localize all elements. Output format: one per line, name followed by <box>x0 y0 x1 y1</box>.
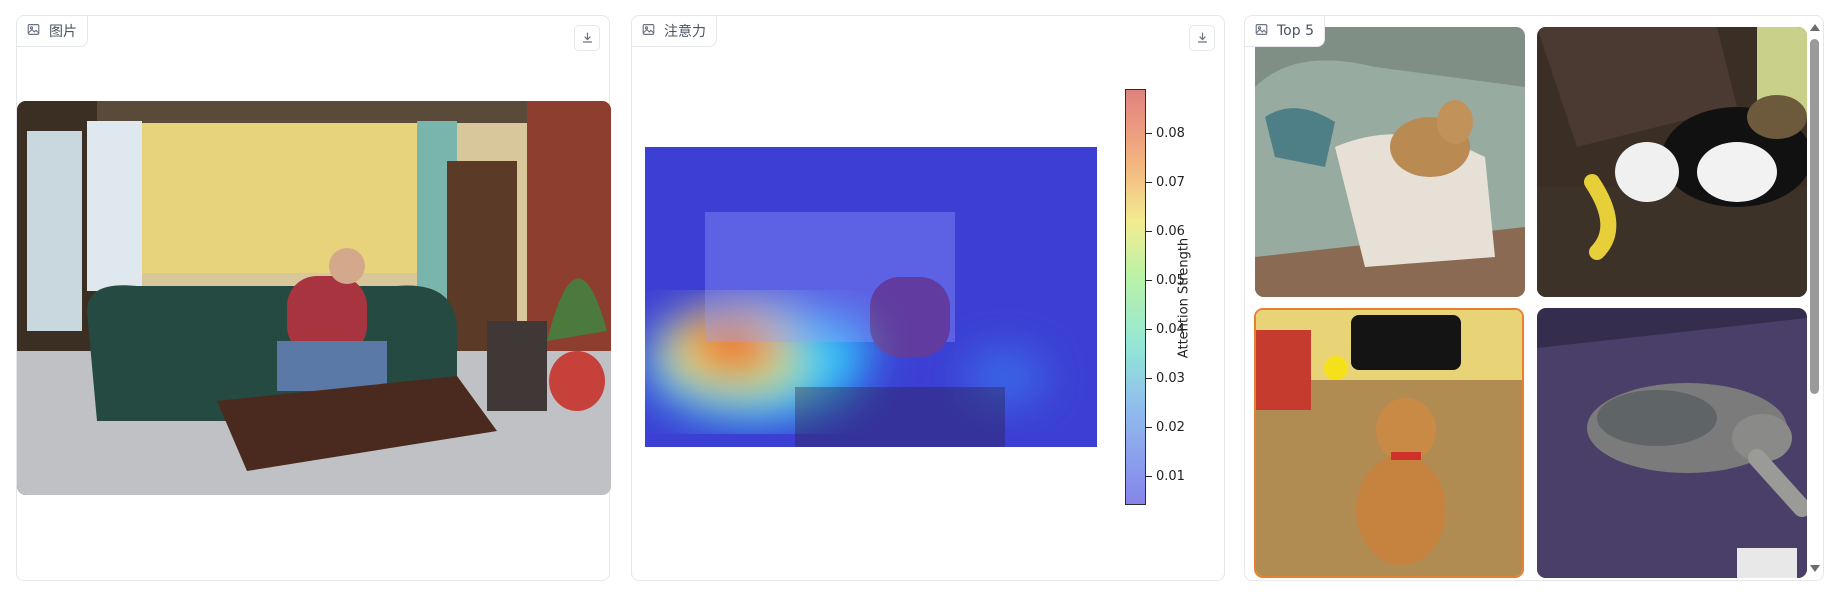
attention-panel-label: 注意力 <box>632 16 717 47</box>
colorbar-axis-label: Attention Strength <box>1176 237 1192 359</box>
download-button[interactable] <box>1189 25 1215 51</box>
image-icon <box>642 23 655 40</box>
gallery-scrollbar[interactable] <box>1806 16 1823 580</box>
attention-colorbar <box>1125 89 1146 505</box>
top5-gallery-panel: Top 5 <box>1244 15 1824 581</box>
top5-panel-label: Top 5 <box>1245 16 1325 47</box>
image-icon <box>27 23 40 40</box>
scroll-up-icon[interactable] <box>1810 24 1820 31</box>
attention-heatmap <box>645 147 1097 447</box>
scroll-down-icon[interactable] <box>1810 565 1820 572</box>
image-icon <box>1255 23 1268 40</box>
colorbar-tick-label: 0.04 <box>1156 322 1185 337</box>
download-icon <box>581 29 594 48</box>
colorbar-tick <box>1146 476 1152 477</box>
living-room-photo <box>17 101 611 495</box>
colorbar-tick-label: 0.05 <box>1156 273 1185 288</box>
colorbar-tick-label: 0.03 <box>1156 371 1185 386</box>
colorbar-tick-label: 0.02 <box>1156 420 1185 435</box>
colorbar-tick <box>1146 231 1152 232</box>
colorbar-tick <box>1146 329 1152 330</box>
colorbar-tick <box>1146 182 1152 183</box>
colorbar-tick <box>1146 427 1152 428</box>
colorbar-tick <box>1146 378 1152 379</box>
colorbar-tick-label: 0.07 <box>1156 175 1185 190</box>
colorbar-tick-label: 0.08 <box>1156 126 1185 141</box>
image-panel-label: 图片 <box>17 16 88 47</box>
colorbar-tick-label: 0.06 <box>1156 224 1185 239</box>
gallery-thumbnail-1[interactable] <box>1255 27 1525 297</box>
download-button[interactable] <box>574 25 600 51</box>
colorbar-tick <box>1146 133 1152 134</box>
attention-panel: 注意力 <box>631 15 1225 581</box>
gallery-thumbnail-3[interactable] <box>1254 308 1524 578</box>
colorbar-tick-label: 0.01 <box>1156 469 1185 484</box>
gallery-thumbnail-2[interactable] <box>1537 27 1807 297</box>
colorbar-tick <box>1146 280 1152 281</box>
download-icon <box>1196 29 1209 48</box>
gallery-thumbnail-4[interactable] <box>1537 308 1807 578</box>
scrollbar-thumb[interactable] <box>1810 39 1819 394</box>
image-panel: 图片 <box>16 15 611 581</box>
